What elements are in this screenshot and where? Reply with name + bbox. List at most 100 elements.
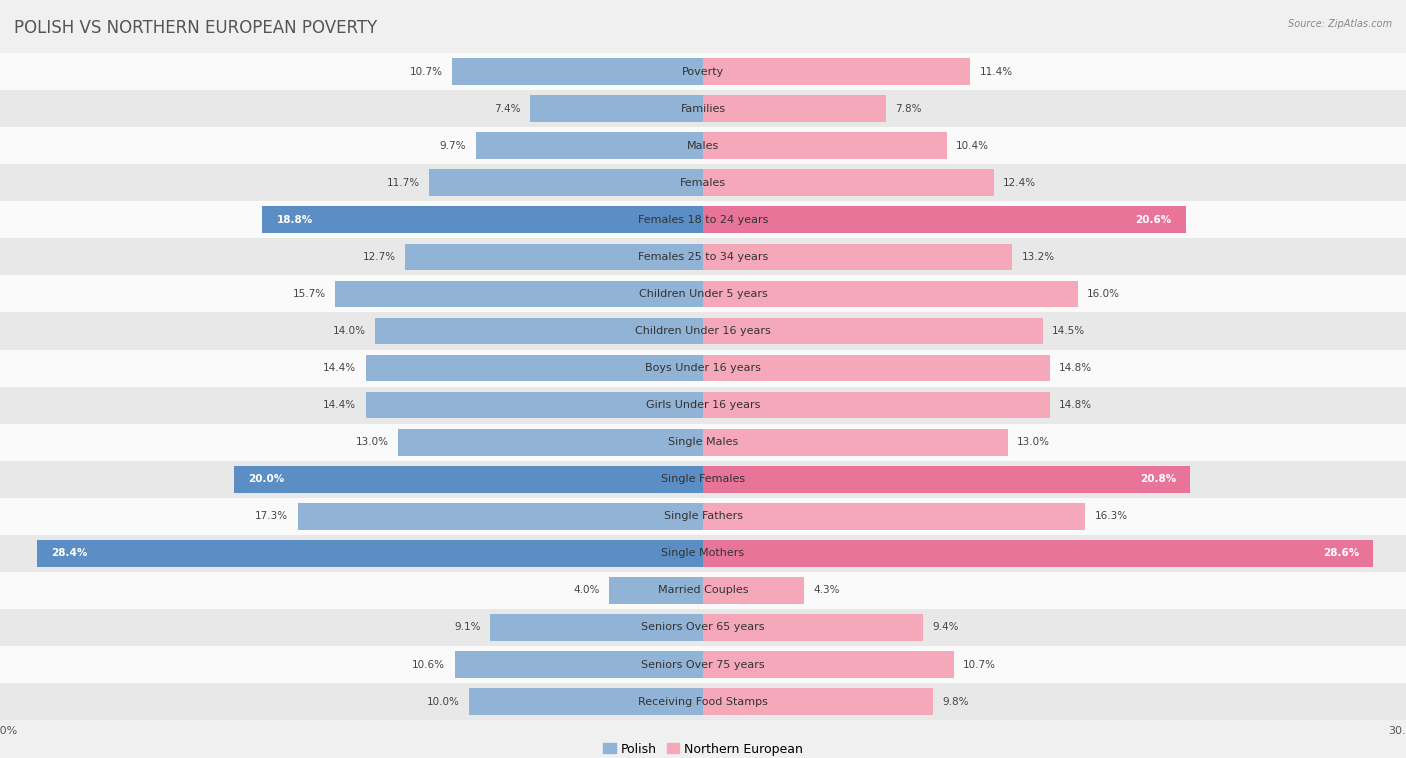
Bar bbox=[0, 53, 1406, 90]
Bar bbox=[489, 614, 703, 641]
Text: Seniors Over 65 years: Seniors Over 65 years bbox=[641, 622, 765, 632]
Text: Females 25 to 34 years: Females 25 to 34 years bbox=[638, 252, 768, 262]
Bar bbox=[0, 572, 1406, 609]
Text: Married Couples: Married Couples bbox=[658, 585, 748, 595]
Text: 12.4%: 12.4% bbox=[1002, 178, 1036, 188]
Text: 9.1%: 9.1% bbox=[454, 622, 481, 632]
Text: 4.3%: 4.3% bbox=[813, 585, 839, 595]
Bar bbox=[453, 58, 703, 85]
Bar bbox=[0, 683, 1406, 720]
Bar bbox=[0, 202, 1406, 238]
Bar bbox=[405, 243, 703, 270]
Text: 14.8%: 14.8% bbox=[1059, 363, 1092, 373]
Bar bbox=[366, 355, 703, 381]
Text: Females 18 to 24 years: Females 18 to 24 years bbox=[638, 215, 768, 225]
Bar bbox=[398, 429, 703, 456]
Bar bbox=[468, 688, 703, 715]
Text: 17.3%: 17.3% bbox=[254, 512, 288, 522]
Bar bbox=[235, 466, 703, 493]
Bar bbox=[0, 535, 1406, 572]
Text: 16.3%: 16.3% bbox=[1094, 512, 1128, 522]
Bar bbox=[263, 206, 703, 233]
Bar bbox=[454, 651, 703, 678]
Bar bbox=[375, 318, 703, 344]
Text: 20.8%: 20.8% bbox=[1140, 475, 1177, 484]
Text: 9.4%: 9.4% bbox=[932, 622, 959, 632]
Text: 13.2%: 13.2% bbox=[1022, 252, 1054, 262]
Text: 10.6%: 10.6% bbox=[412, 659, 446, 669]
Bar bbox=[0, 424, 1406, 461]
Bar bbox=[703, 466, 1191, 493]
Bar bbox=[0, 312, 1406, 349]
Bar bbox=[0, 275, 1406, 312]
Bar bbox=[703, 243, 1012, 270]
Bar bbox=[0, 461, 1406, 498]
Text: 11.4%: 11.4% bbox=[980, 67, 1012, 77]
Text: Receiving Food Stamps: Receiving Food Stamps bbox=[638, 697, 768, 706]
Text: 15.7%: 15.7% bbox=[292, 289, 326, 299]
Text: Single Males: Single Males bbox=[668, 437, 738, 447]
Bar bbox=[38, 540, 703, 567]
Text: Single Fathers: Single Fathers bbox=[664, 512, 742, 522]
Bar bbox=[0, 164, 1406, 202]
Text: 12.7%: 12.7% bbox=[363, 252, 396, 262]
Bar bbox=[703, 355, 1050, 381]
Bar bbox=[335, 280, 703, 307]
Bar bbox=[703, 688, 932, 715]
Text: 20.0%: 20.0% bbox=[249, 475, 284, 484]
Bar bbox=[703, 280, 1078, 307]
Bar bbox=[366, 392, 703, 418]
Text: Families: Families bbox=[681, 104, 725, 114]
Bar bbox=[0, 238, 1406, 275]
Text: 10.7%: 10.7% bbox=[411, 67, 443, 77]
Bar bbox=[703, 503, 1085, 530]
Text: 13.0%: 13.0% bbox=[356, 437, 389, 447]
Text: Boys Under 16 years: Boys Under 16 years bbox=[645, 363, 761, 373]
Bar bbox=[0, 349, 1406, 387]
Text: 18.8%: 18.8% bbox=[277, 215, 312, 225]
Text: 28.6%: 28.6% bbox=[1323, 548, 1360, 559]
Text: Source: ZipAtlas.com: Source: ZipAtlas.com bbox=[1288, 19, 1392, 29]
Text: Seniors Over 75 years: Seniors Over 75 years bbox=[641, 659, 765, 669]
Text: Girls Under 16 years: Girls Under 16 years bbox=[645, 400, 761, 410]
Bar bbox=[530, 96, 703, 122]
Text: 9.7%: 9.7% bbox=[440, 141, 467, 151]
Bar bbox=[703, 133, 946, 159]
Text: 14.8%: 14.8% bbox=[1059, 400, 1092, 410]
Text: 9.8%: 9.8% bbox=[942, 697, 969, 706]
Bar bbox=[703, 170, 994, 196]
Bar bbox=[0, 127, 1406, 164]
Text: 14.0%: 14.0% bbox=[333, 326, 366, 336]
Text: 7.8%: 7.8% bbox=[896, 104, 922, 114]
Text: Children Under 5 years: Children Under 5 years bbox=[638, 289, 768, 299]
Text: 13.0%: 13.0% bbox=[1017, 437, 1050, 447]
Text: 20.6%: 20.6% bbox=[1136, 215, 1171, 225]
Bar bbox=[703, 206, 1185, 233]
Legend: Polish, Northern European: Polish, Northern European bbox=[598, 738, 808, 758]
Text: 7.4%: 7.4% bbox=[494, 104, 520, 114]
Text: 10.4%: 10.4% bbox=[956, 141, 988, 151]
Bar bbox=[0, 609, 1406, 646]
Text: Children Under 16 years: Children Under 16 years bbox=[636, 326, 770, 336]
Bar bbox=[298, 503, 703, 530]
Text: Single Females: Single Females bbox=[661, 475, 745, 484]
Bar bbox=[703, 614, 924, 641]
Text: Poverty: Poverty bbox=[682, 67, 724, 77]
Bar bbox=[609, 577, 703, 603]
Bar bbox=[703, 318, 1043, 344]
Bar bbox=[0, 646, 1406, 683]
Text: Single Mothers: Single Mothers bbox=[661, 548, 745, 559]
Text: 10.0%: 10.0% bbox=[426, 697, 460, 706]
Bar bbox=[703, 577, 804, 603]
Bar bbox=[703, 58, 970, 85]
Bar bbox=[0, 90, 1406, 127]
Bar bbox=[475, 133, 703, 159]
Text: 14.4%: 14.4% bbox=[323, 363, 356, 373]
Bar bbox=[0, 498, 1406, 535]
Text: 10.7%: 10.7% bbox=[963, 659, 995, 669]
Text: 16.0%: 16.0% bbox=[1087, 289, 1121, 299]
Bar bbox=[429, 170, 703, 196]
Text: 14.4%: 14.4% bbox=[323, 400, 356, 410]
Text: 28.4%: 28.4% bbox=[52, 548, 89, 559]
Bar bbox=[703, 392, 1050, 418]
